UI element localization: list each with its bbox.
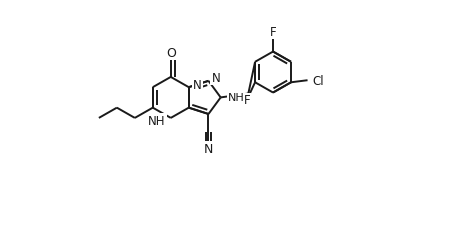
Text: NH: NH bbox=[149, 115, 166, 128]
Text: NH: NH bbox=[227, 93, 244, 103]
Text: F: F bbox=[243, 94, 250, 107]
Text: N: N bbox=[193, 78, 202, 91]
Text: Cl: Cl bbox=[313, 74, 324, 87]
Text: N: N bbox=[212, 72, 220, 85]
Text: F: F bbox=[270, 26, 276, 39]
Text: N: N bbox=[204, 143, 213, 156]
Text: O: O bbox=[166, 47, 176, 60]
